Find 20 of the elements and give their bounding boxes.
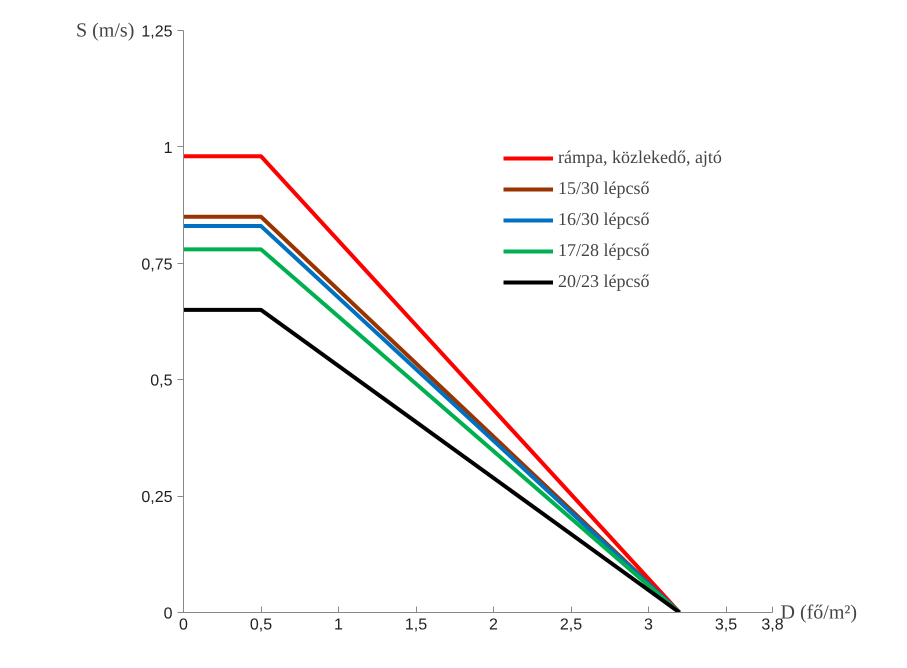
legend-label: 17/28 lépcső [558,240,650,261]
y-tick-label: 0,25 [141,489,173,506]
legend-label: 16/30 lépcső [558,209,650,230]
x-tick-label: 0 [179,616,188,634]
y-tick-label: 1 [164,140,173,157]
y-tick-label: 0,75 [141,256,173,274]
y-tick-label: 0,5 [150,372,173,390]
y-axis-title: S (m/s) [76,20,134,42]
x-tick-label: 1 [334,616,344,634]
x-tick-label: 0,5 [250,616,272,634]
y-tick-label: 0 [164,606,173,622]
x-tick-label: 3,5 [714,616,738,634]
legend-label: 15/30 lépcső [558,178,650,199]
x-tick-label: 2 [489,616,498,634]
x-tick-label: 2,5 [560,616,582,634]
y-tick-label: 1,25 [141,24,173,40]
x-tick-label: 3 [644,616,654,634]
x-tick-label: 1,5 [404,616,428,634]
legend-label: 20/23 lépcső [558,271,650,292]
legend-label: rámpa, közlekedő, ajtó [558,147,722,168]
